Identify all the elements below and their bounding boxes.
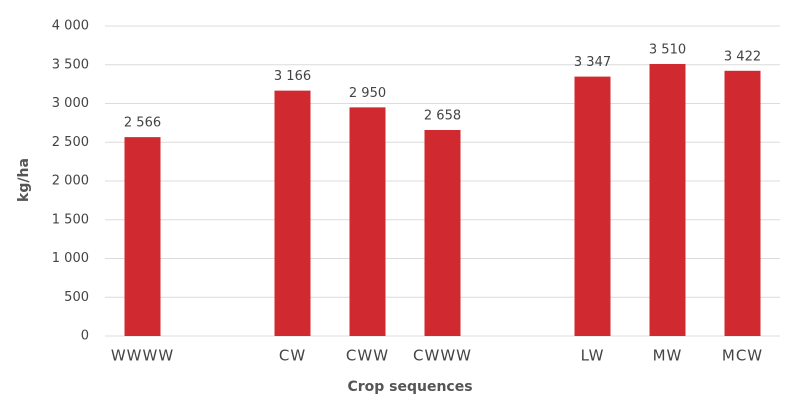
value-label: 3 422 — [724, 49, 761, 64]
bar — [124, 137, 161, 336]
value-label: 3 166 — [274, 69, 311, 84]
value-label: 2 950 — [349, 86, 386, 101]
bar — [574, 76, 611, 337]
y-tick-label: 0 — [81, 329, 89, 344]
x-tick-label: CWW — [346, 347, 389, 365]
value-label: 3 510 — [649, 42, 686, 57]
y-tick-label: 1 000 — [52, 251, 89, 266]
y-tick-label: 1 500 — [52, 212, 89, 227]
value-label: 2 658 — [424, 109, 461, 124]
x-tick-label: CWWW — [413, 347, 472, 365]
x-tick-label: WWWW — [111, 347, 174, 365]
y-tick-label: 2 000 — [52, 174, 89, 189]
y-tick-label: 3 000 — [52, 96, 89, 111]
y-tick-label: 2 500 — [52, 135, 89, 150]
x-tick-label: MCW — [722, 347, 763, 365]
y-tick-label: 3 500 — [52, 57, 89, 72]
bar — [349, 107, 386, 336]
value-label: 2 566 — [124, 116, 161, 131]
y-axis-title: kg/ha — [16, 158, 32, 202]
x-tick-label: CW — [279, 347, 306, 365]
x-tick-label: LW — [581, 347, 605, 365]
bar — [649, 63, 686, 336]
y-tick-label: 500 — [64, 290, 89, 305]
x-tick-label: MW — [653, 347, 683, 365]
x-axis-title: Crop sequences — [347, 379, 472, 395]
bar — [274, 90, 311, 336]
value-label: 3 347 — [574, 55, 611, 70]
bar — [424, 130, 461, 336]
y-tick-label: 4 000 — [52, 19, 89, 34]
bar — [724, 70, 761, 337]
